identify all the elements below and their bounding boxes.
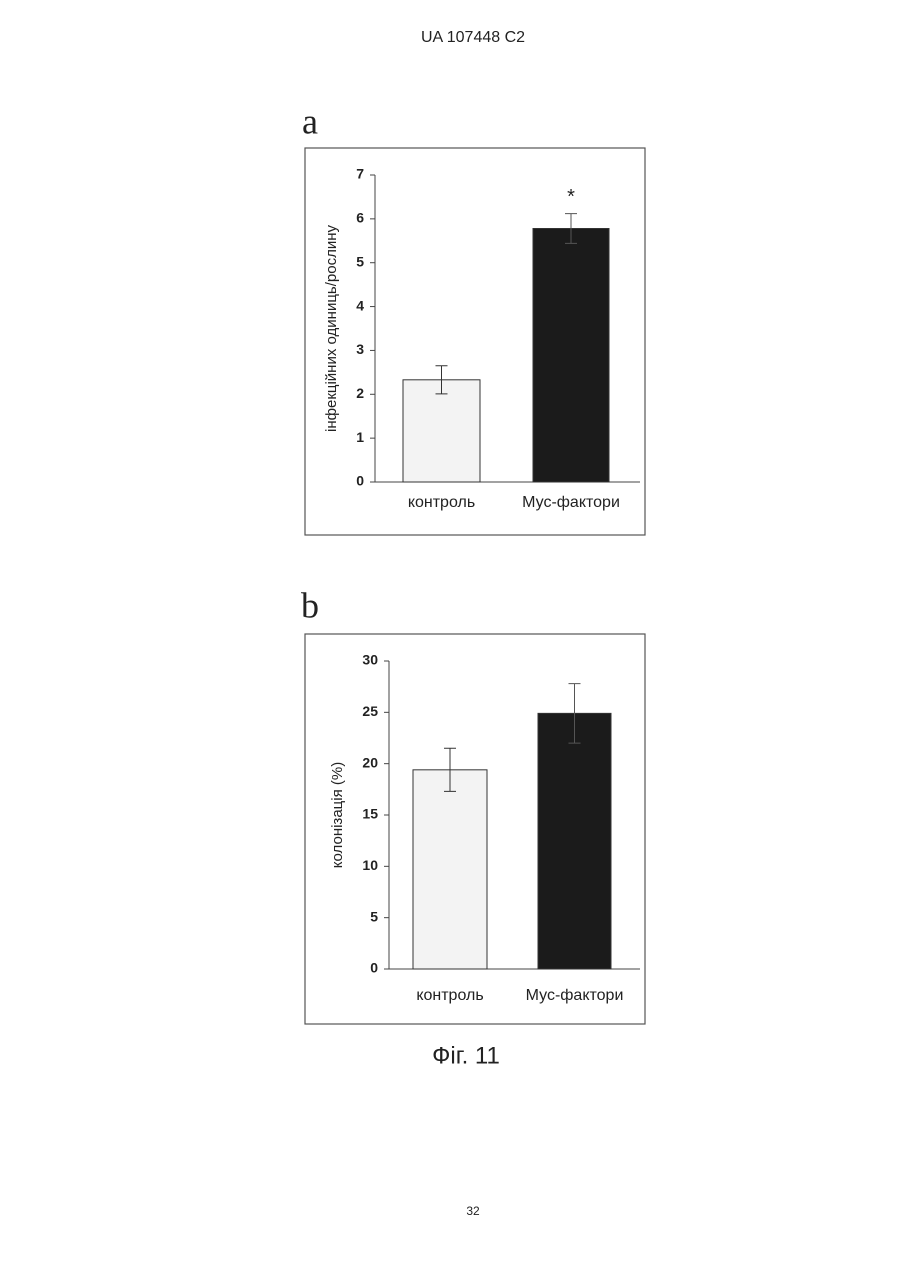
panel-label: a (302, 101, 318, 141)
y-tick-label: 6 (356, 210, 364, 226)
y-tick-label: 20 (362, 754, 378, 770)
panel-label: b (301, 585, 319, 625)
y-tick-label: 3 (356, 341, 364, 357)
x-tick-label: Мус-фактори (522, 494, 620, 511)
figure-caption: Фіг. 11 (432, 1042, 500, 1069)
y-tick-label: 5 (370, 908, 378, 924)
bar (413, 770, 487, 969)
y-tick-label: 4 (356, 297, 364, 313)
page: UA 107448 C2 Фіг. 11 32 a 0 1 2 3 4 5 6 7 інфекці… (0, 0, 901, 1278)
bar (403, 380, 480, 482)
y-axis-label: колонізація (%) (329, 762, 346, 868)
y-tick-label: 10 (362, 857, 378, 873)
y-tick-label: 30 (362, 652, 378, 668)
y-tick-label: 15 (362, 806, 378, 822)
annotation: * (567, 186, 575, 208)
y-tick-label: 2 (356, 385, 364, 401)
bar (533, 229, 609, 482)
x-tick-label: контроль (408, 494, 475, 511)
x-tick-label: контроль (416, 987, 483, 1004)
document: UA 107448 C2 Фіг. 11 32 a 0 1 2 3 4 5 6 7 інфекці… (0, 0, 901, 1273)
page-number: 32 (466, 1204, 480, 1218)
y-tick-label: 0 (356, 473, 364, 489)
y-tick-label: 25 (362, 703, 378, 719)
x-tick-label: Мус-фактори (526, 987, 624, 1004)
y-tick-label: 7 (356, 166, 364, 182)
y-tick-label: 5 (356, 253, 364, 269)
y-tick-label: 0 (370, 960, 378, 976)
bar (538, 713, 611, 969)
y-tick-label: 1 (356, 429, 364, 445)
y-axis-label: інфекційних одиниць/рослину (323, 225, 340, 432)
header: UA 107448 C2 (421, 29, 525, 46)
